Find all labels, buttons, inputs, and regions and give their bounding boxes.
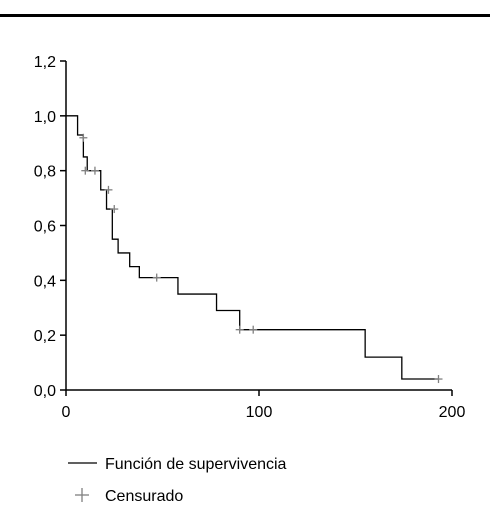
legend-censor-swatch (75, 488, 89, 502)
y-tick-label: 0,0 (34, 383, 56, 400)
censor-marker (434, 375, 442, 383)
censor-marker (104, 186, 112, 194)
censor-marker (249, 326, 257, 334)
y-tick-label: 0,2 (34, 328, 56, 345)
censor-marker (91, 167, 99, 175)
censor-marker (110, 205, 118, 213)
censor-marker (81, 167, 89, 175)
legend-label-survival: Función de supervivencia (105, 456, 287, 473)
y-tick-label: 0,4 (34, 273, 56, 290)
y-tick-label: 0,8 (34, 164, 56, 181)
legend-label-censored: Censurado (105, 488, 183, 505)
axes (66, 61, 452, 390)
survival-step-line (66, 116, 438, 379)
x-tick-label: 100 (246, 404, 273, 421)
censor-marker (153, 274, 161, 282)
legend: Función de supervivencia Censurado (68, 456, 287, 505)
censored-markers (79, 134, 442, 383)
y-tick-label: 1,2 (34, 54, 56, 71)
y-tick-label: 0,6 (34, 219, 56, 236)
y-tick-label: 1,0 (34, 109, 56, 126)
x-tick-label: 0 (62, 404, 71, 421)
x-tick-label: 200 (439, 404, 466, 421)
y-axis-ticks: 0,0 0,2 0,4 0,6 0,8 1,0 1,2 (34, 54, 66, 400)
x-axis-ticks: 0 100 200 (62, 390, 466, 421)
censor-marker (236, 326, 244, 334)
